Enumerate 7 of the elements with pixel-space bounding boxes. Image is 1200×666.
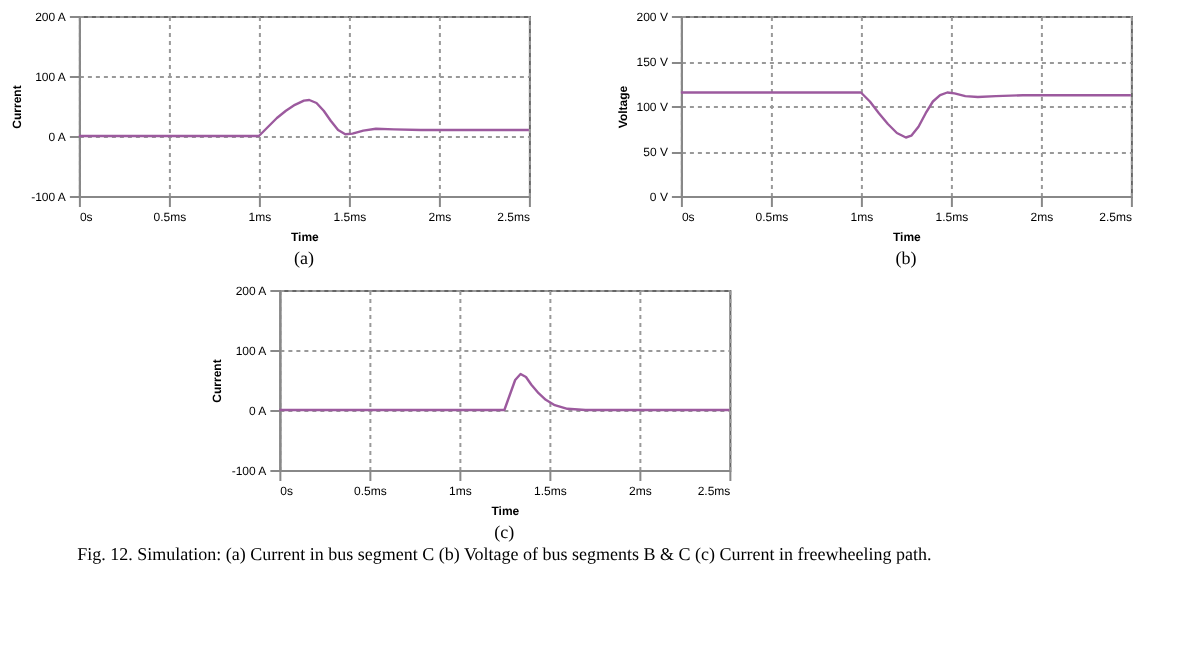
text: (c)	[494, 522, 515, 542]
text: (b)	[895, 248, 917, 268]
caption: Fig. 12. Simulation: (a) Current in bus segment C (b) Voltage of bus segments B & C (c) Current in freewheeling path.	[77, 544, 932, 564]
line-series	[278, 372, 731, 412]
line-series	[679, 91, 1133, 139]
line-series	[77, 98, 531, 138]
text: (a)	[293, 248, 314, 268]
